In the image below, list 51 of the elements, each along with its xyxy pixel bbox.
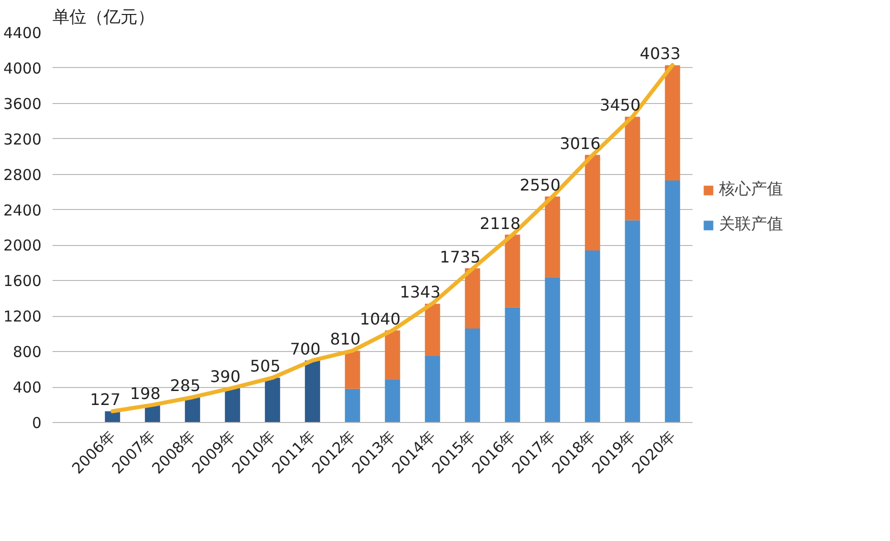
bar (504, 234, 520, 308)
bar (384, 379, 400, 422)
data-label: 127 (90, 390, 121, 410)
data-label: 505 (250, 356, 281, 376)
y-tick-label: 2800 (3, 166, 42, 184)
bar (624, 116, 640, 220)
bar (424, 356, 440, 422)
y-tick-label: 0 (32, 414, 42, 432)
y-tick-label: 400 (12, 378, 42, 397)
data-label: 2118 (480, 214, 520, 233)
y-tick-label: 800 (12, 343, 42, 362)
bar (544, 196, 560, 278)
bar (544, 277, 560, 422)
y-tick-label: 1200 (3, 308, 42, 326)
bar (224, 388, 240, 422)
data-label: 1343 (400, 282, 440, 302)
y-tick-label: 4000 (3, 59, 42, 78)
data-label: 700 (290, 339, 321, 358)
y-tick-label: 1600 (3, 272, 42, 290)
data-label: 3450 (600, 96, 640, 115)
data-label: 285 (170, 376, 201, 396)
bar (664, 180, 680, 422)
bar (464, 328, 480, 422)
y-tick-label: 3600 (3, 94, 42, 113)
bar (624, 220, 640, 422)
y-tick-label: 4400 (3, 24, 42, 42)
bar (264, 378, 280, 422)
data-label: 2550 (520, 175, 560, 194)
bar (584, 154, 600, 251)
bar (664, 65, 680, 181)
data-label: 3016 (560, 134, 600, 154)
bar (344, 388, 360, 422)
data-label: 1735 (440, 248, 480, 267)
data-label: 390 (210, 366, 241, 386)
bar (584, 250, 600, 422)
data-label: 810 (330, 330, 361, 349)
legend-label: 核心产值 (719, 179, 783, 200)
y-tick-label: 2400 (3, 201, 42, 220)
y-axis-title: 单位（亿元） (52, 8, 154, 28)
legend-label: 关联产值 (719, 214, 783, 236)
bar (504, 307, 520, 422)
data-label: 198 (130, 384, 161, 403)
data-label: 4033 (640, 44, 680, 64)
bar (344, 350, 360, 389)
y-tick-label: 2000 (3, 236, 42, 255)
data-label: 1040 (360, 309, 400, 328)
bar (304, 360, 320, 422)
bar (424, 304, 440, 356)
bar (464, 268, 480, 329)
y-tick-label: 3200 (3, 130, 42, 148)
bar (384, 330, 400, 380)
